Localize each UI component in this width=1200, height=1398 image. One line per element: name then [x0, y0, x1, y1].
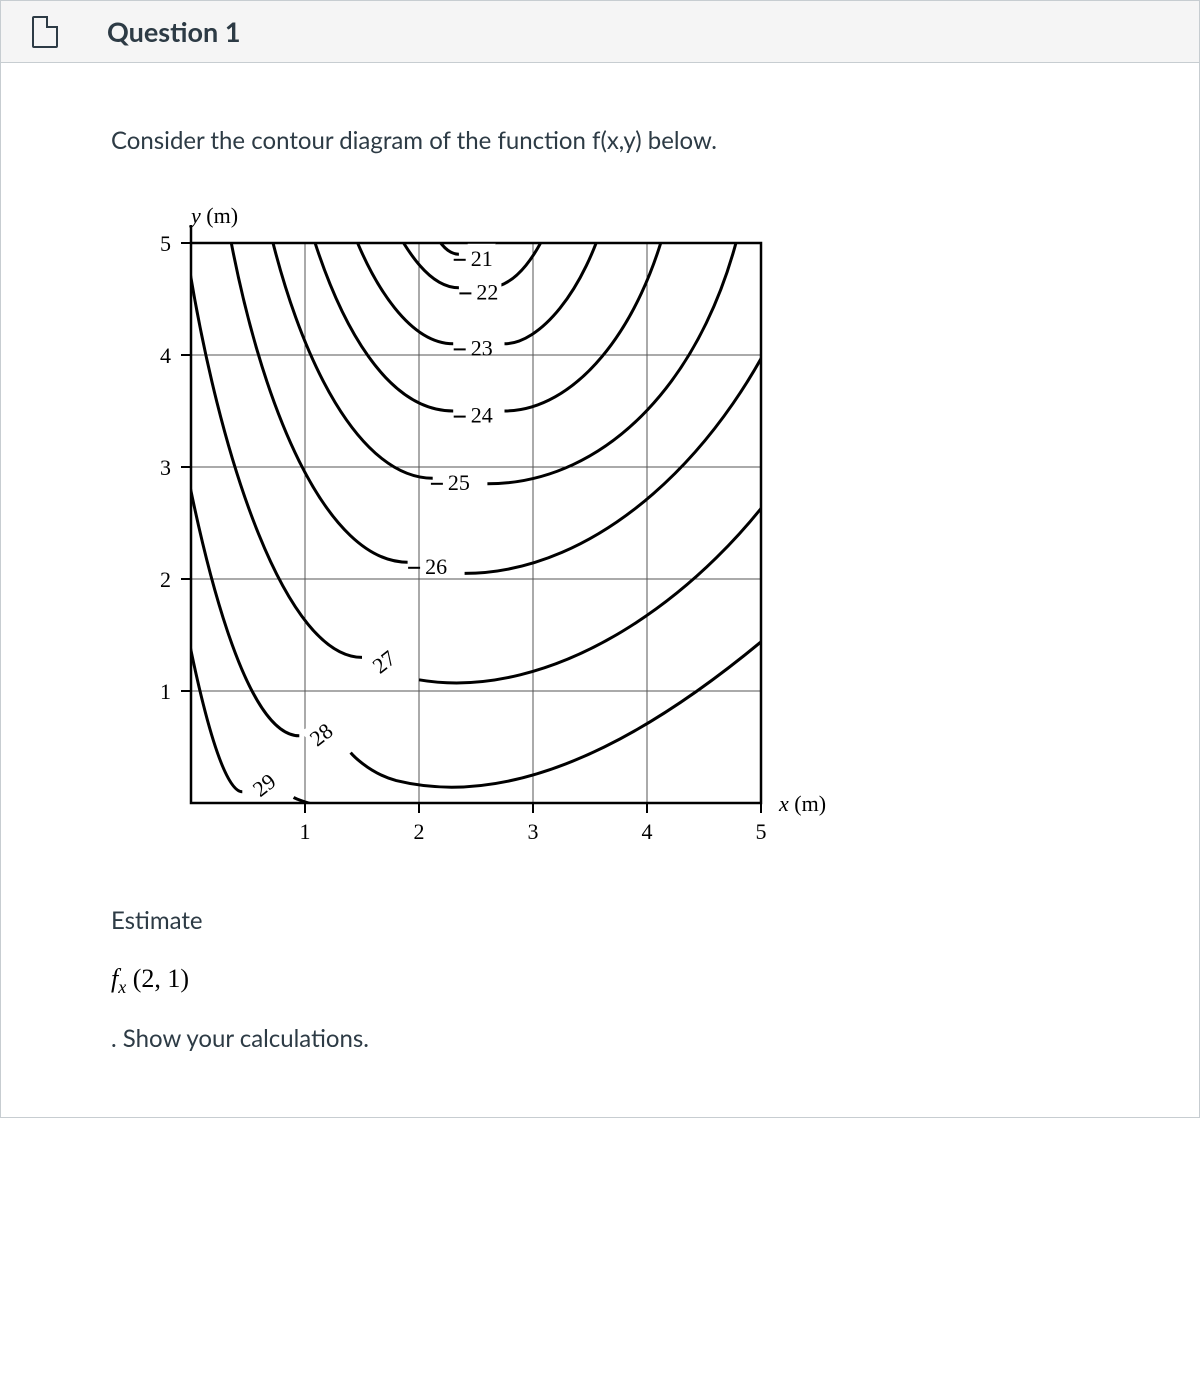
contour-svg: y (m)1234512345212223242526272829x (m): [111, 189, 881, 853]
svg-text:4: 4: [642, 819, 653, 844]
svg-text:23: 23: [471, 335, 493, 360]
svg-text:22: 22: [476, 279, 498, 304]
estimate-label: Estimate: [111, 903, 1159, 939]
svg-text:x (m): x (m): [778, 791, 826, 816]
svg-text:1: 1: [300, 819, 311, 844]
svg-text:4: 4: [160, 343, 171, 368]
math-args: (2, 1): [126, 964, 189, 993]
svg-text:26: 26: [425, 554, 447, 579]
question-card: Question 1 Consider the contour diagram …: [0, 0, 1200, 1118]
svg-text:3: 3: [160, 455, 171, 480]
question-title: Question 1: [107, 15, 241, 48]
svg-text:21: 21: [471, 246, 493, 271]
closing-text: . Show your calculations.: [111, 1021, 1159, 1057]
prompt-text: Consider the contour diagram of the func…: [111, 123, 1159, 159]
svg-text:29: 29: [248, 768, 281, 801]
svg-text:y (m): y (m): [189, 203, 238, 228]
contour-diagram: y (m)1234512345212223242526272829x (m): [111, 189, 1159, 863]
page-icon-cell: [1, 16, 89, 48]
svg-text:27: 27: [368, 645, 401, 678]
svg-text:2: 2: [160, 567, 171, 592]
svg-text:28: 28: [305, 718, 338, 751]
svg-text:3: 3: [528, 819, 539, 844]
svg-text:5: 5: [160, 231, 171, 256]
svg-text:2: 2: [414, 819, 425, 844]
svg-text:25: 25: [448, 470, 470, 495]
svg-text:5: 5: [756, 819, 767, 844]
page-icon: [32, 16, 58, 48]
svg-text:1: 1: [160, 679, 171, 704]
math-expression: fx (2, 1): [111, 959, 1159, 1001]
question-body: Consider the contour diagram of the func…: [1, 63, 1199, 1117]
question-header: Question 1: [1, 1, 1199, 63]
svg-text:24: 24: [471, 403, 493, 428]
